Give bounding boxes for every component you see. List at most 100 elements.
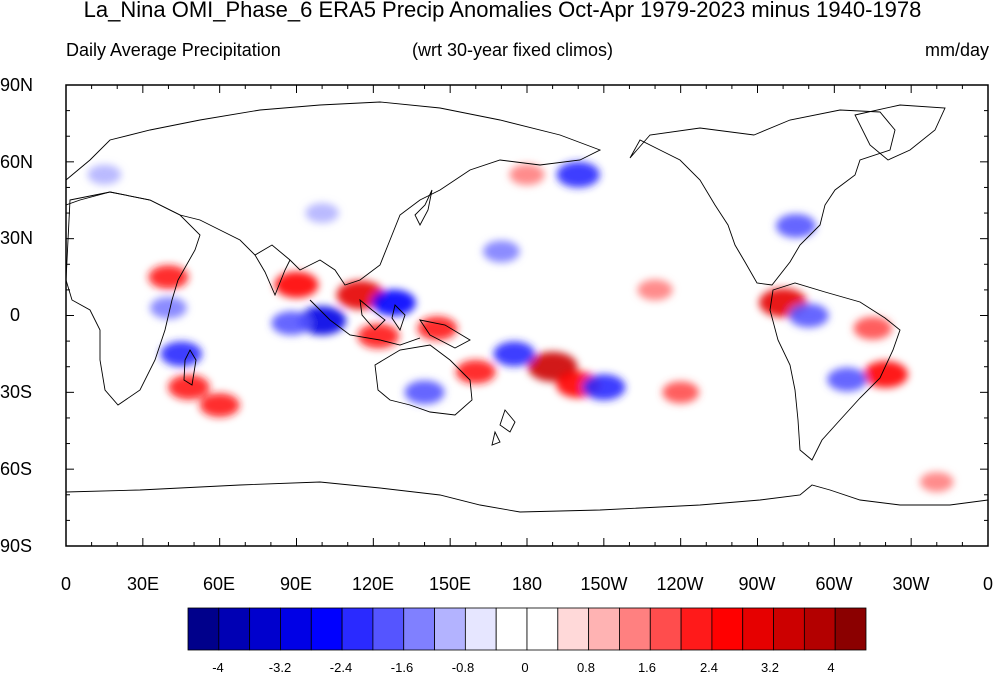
anomaly-patch: [417, 316, 458, 341]
left-subtitle: Daily Average Precipitation: [66, 40, 281, 60]
units-label: mm/day: [924, 40, 989, 60]
colorbar-box: [619, 607, 651, 651]
coastline-north-america: [629, 109, 896, 286]
coastline-greenland: [854, 104, 946, 161]
colorbar-box: [711, 607, 744, 651]
lon-label-90e: 90E: [279, 574, 313, 594]
anomaly-patch: [556, 161, 600, 188]
lon-label-150w: 150W: [580, 574, 628, 594]
colorbar-box: [526, 607, 559, 651]
anomaly-patch: [582, 374, 626, 401]
anomaly-patch: [305, 203, 339, 224]
anomaly-patch: [919, 471, 954, 492]
anomaly-patch: [168, 374, 210, 400]
anomaly-patch: [509, 164, 545, 186]
lat-label-60n: 60N: [0, 152, 34, 172]
lat-label-60s: 60S: [0, 459, 33, 479]
coastline-india: [254, 254, 291, 297]
coastline-japan: [414, 189, 433, 226]
colorbar-box: [742, 607, 774, 651]
lon-label-150e: 150E: [428, 574, 472, 594]
anomaly-patch: [271, 311, 312, 336]
anomaly-patch: [482, 240, 520, 263]
coastline-eurasia: [66, 101, 602, 286]
lat-label-90s: 90S: [0, 536, 33, 556]
lon-label-60w: 60W: [815, 574, 853, 594]
coastlines: [66, 101, 988, 513]
anomaly-patch: [404, 380, 445, 405]
coastline-new-zealand: [491, 409, 516, 446]
colorbar-label: 1.6: [637, 660, 657, 675]
colorbar-box: [403, 607, 435, 651]
colorbar-box: [803, 607, 836, 651]
anomaly-patch: [298, 306, 347, 336]
anomaly-patch: [160, 341, 203, 367]
coastline-new-guinea: [419, 319, 471, 349]
lon-label-90w: 90W: [738, 574, 776, 594]
colorbar: [187, 607, 867, 651]
lon-label-60e: 60E: [202, 574, 236, 594]
colorbar-box: [187, 607, 220, 651]
colorbar-box: [557, 607, 590, 651]
coastline-indonesia: [309, 298, 421, 346]
colorbar-label: -2.4: [329, 660, 353, 675]
anomaly-patch: [863, 360, 908, 388]
colorbar-label: 4: [827, 660, 835, 675]
anomaly-patch: [371, 289, 416, 316]
lat-label-eq: 0: [10, 305, 21, 325]
lat-label-90n: 90N: [0, 75, 34, 95]
colorbar-box: [434, 607, 466, 651]
anomaly-patch: [357, 323, 400, 349]
colorbar-label: 2.4: [699, 660, 719, 675]
anomaly-patch: [150, 296, 187, 319]
colorbar-box: [773, 607, 805, 651]
lon-label-120w: 120W: [656, 574, 704, 594]
map-title: La_Nina OMI_Phase_6 ERA5 Precip Anomalie…: [83, 0, 922, 22]
colorbar-box: [464, 607, 497, 651]
coastline-south-america: [769, 282, 901, 461]
anomaly-patch: [662, 381, 700, 404]
colorbar-box: [588, 607, 620, 651]
lon-label-180: 180: [511, 574, 543, 594]
anomaly-patch: [199, 393, 240, 418]
colorbar-box: [495, 607, 528, 651]
lon-label-120e: 120E: [351, 574, 395, 594]
colorbar-box: [249, 607, 281, 651]
anomaly-patch: [775, 213, 816, 238]
anomaly-patch: [148, 265, 189, 290]
lat-label-30s: 30S: [0, 382, 33, 402]
anomaly-patch: [493, 341, 535, 367]
coastline-australia: [374, 344, 473, 416]
colorbar-box: [649, 607, 682, 651]
colorbar-label: -1.6: [390, 660, 414, 675]
lon-label-30e: 30E: [126, 574, 160, 594]
map-background: [66, 85, 988, 546]
colorbar-box: [218, 607, 251, 651]
coastline-madagascar: [183, 349, 197, 386]
axis-ticks: [65, 84, 989, 547]
lon-label-30w: 30W: [892, 574, 930, 594]
anomaly-patch: [788, 303, 829, 328]
lat-label-30n: 30N: [0, 228, 34, 248]
lon-label-0: 0: [60, 574, 71, 594]
colorbar-label: -3.2: [268, 660, 292, 675]
anomaly-patch: [455, 359, 496, 384]
center-subtitle: (wrt 30-year fixed climos): [412, 40, 614, 60]
colorbar-label: -0.8: [451, 660, 475, 675]
colorbar-label: -4: [212, 660, 224, 675]
colorbar-box: [310, 607, 343, 651]
anomaly-patch: [637, 279, 673, 301]
colorbar-label: 0: [521, 660, 529, 675]
anomaly-patch: [87, 164, 122, 185]
colorbar-box: [372, 607, 405, 651]
anomaly-patch: [827, 367, 868, 392]
colorbar-box: [341, 607, 374, 651]
anomaly-patch: [274, 271, 319, 299]
colorbar-box: [680, 607, 713, 651]
colorbar-box: [834, 607, 867, 651]
colorbar-label: 3.2: [760, 660, 780, 675]
anomaly-field: [87, 161, 954, 492]
colorbar-label: 0.8: [576, 660, 596, 675]
anomaly-patch: [853, 316, 892, 340]
